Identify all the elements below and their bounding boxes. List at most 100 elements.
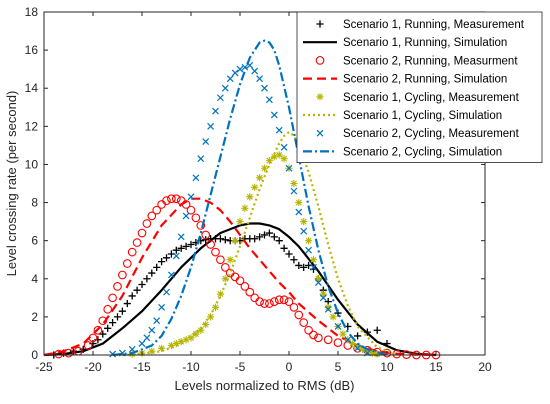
data-point — [206, 240, 215, 249]
data-point — [202, 138, 210, 146]
data-point — [104, 324, 112, 332]
data-point — [246, 193, 254, 201]
axes-box — [43, 11, 486, 356]
y-axis-label: Level crossing rate (per second) — [4, 91, 19, 277]
data-point — [270, 153, 278, 161]
data-point — [123, 299, 131, 308]
data-point — [274, 295, 284, 305]
series-1 — [50, 229, 391, 359]
data-point — [196, 221, 206, 230]
data-point — [323, 335, 333, 345]
data-point — [211, 247, 220, 257]
data-point — [275, 126, 283, 134]
data-point — [221, 84, 229, 92]
data-point — [280, 244, 288, 252]
data-point — [270, 111, 278, 119]
data-point — [265, 229, 273, 237]
data-point — [103, 304, 113, 314]
data-point — [235, 276, 245, 286]
data-point — [241, 204, 249, 212]
data-point — [113, 313, 122, 321]
data-point — [201, 230, 211, 240]
data-point — [251, 67, 259, 75]
legend-item-3: Scenario 2, Running, Measurment — [315, 55, 518, 67]
y-tick-label: 0 — [31, 348, 38, 362]
data-point — [94, 336, 102, 344]
data-point — [256, 75, 264, 83]
data-point — [221, 275, 229, 283]
x-tick-label: 0 — [286, 360, 293, 374]
data-point — [305, 246, 313, 254]
data-point — [197, 155, 205, 163]
legend-marker-sample — [316, 129, 324, 137]
series-7 — [109, 61, 371, 358]
legend-label: Scenario 2, Running, Measurment — [343, 55, 518, 67]
data-point — [279, 295, 289, 305]
y-tick-label: 14 — [25, 81, 39, 95]
data-point — [187, 193, 195, 201]
data-point — [256, 174, 264, 182]
data-point — [99, 330, 107, 338]
data-point — [153, 317, 161, 325]
data-point — [260, 299, 269, 308]
data-point — [300, 263, 308, 271]
data-point — [289, 303, 299, 312]
series-line — [43, 222, 437, 357]
data-point — [285, 164, 293, 172]
data-point — [295, 198, 303, 207]
data-point — [158, 344, 166, 352]
data-point — [310, 263, 317, 271]
legend-item-8: Scenario 2, Cycling, Simulation — [303, 146, 502, 158]
x-tick-label: -5 — [235, 360, 246, 374]
data-point — [265, 157, 273, 165]
legend-item-6: Scenario 1, Cycling, Simulation — [303, 110, 502, 122]
legend-box — [296, 11, 543, 164]
data-point — [162, 254, 171, 262]
data-point — [354, 344, 362, 352]
data-point — [231, 237, 239, 245]
series-6 — [122, 131, 398, 357]
data-point — [354, 342, 362, 351]
data-point — [280, 143, 288, 151]
data-point — [245, 287, 255, 297]
series-8 — [112, 39, 388, 357]
data-point — [354, 332, 362, 340]
data-point — [207, 313, 215, 321]
data-point — [109, 319, 117, 327]
legend-marker-sample — [316, 20, 324, 28]
data-point — [152, 205, 162, 215]
data-point — [226, 75, 234, 83]
data-point — [295, 208, 303, 216]
data-point — [182, 212, 190, 220]
series-2 — [43, 222, 437, 357]
data-point — [221, 236, 229, 244]
data-point — [171, 194, 181, 204]
data-point — [138, 340, 146, 347]
data-point — [64, 348, 73, 358]
data-point — [368, 349, 376, 357]
series-line — [122, 131, 398, 357]
y-tick-label: 2 — [31, 310, 38, 324]
data-point — [251, 183, 259, 191]
data-point — [269, 297, 279, 306]
data-point — [309, 256, 318, 264]
data-point — [143, 334, 151, 342]
data-point — [118, 307, 126, 315]
data-point — [191, 213, 201, 223]
y-tick-label: 18 — [25, 5, 39, 19]
x-tick-label: -20 — [84, 360, 102, 374]
data-point — [172, 252, 180, 260]
data-point — [270, 233, 278, 241]
data-point — [363, 347, 371, 355]
legend-label: Scenario 1, Cycling, Simulation — [343, 110, 502, 122]
legend-item-4: Scenario 2, Running, Simulation — [303, 74, 507, 86]
data-point — [186, 205, 196, 215]
data-point — [192, 174, 200, 182]
data-point — [177, 244, 185, 252]
data-point — [162, 196, 171, 205]
legend-item-5: Scenario 1, Cycling, Measurement — [316, 92, 520, 104]
legend-label: Scenario 2, Running, Simulation — [343, 74, 507, 86]
data-point — [113, 282, 122, 291]
y-tick-label: 10 — [25, 157, 39, 171]
data-point — [177, 233, 185, 241]
